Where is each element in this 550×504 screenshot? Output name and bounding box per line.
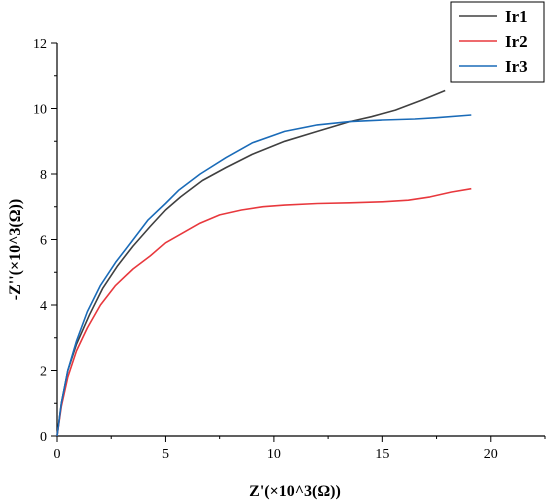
legend: Ir1 Ir2 Ir3 bbox=[450, 1, 545, 83]
y-tick-label: 6 bbox=[40, 234, 47, 249]
x-tick-label: 5 bbox=[162, 447, 169, 462]
y-tick-label: 8 bbox=[40, 168, 47, 183]
series-line-ir2 bbox=[56, 187, 472, 437]
legend-label: Ir1 bbox=[505, 7, 528, 26]
legend-box bbox=[450, 1, 545, 83]
x-tick-label: 10 bbox=[267, 447, 281, 462]
x-axis-label: Z'(×10^3(Ω)) bbox=[249, 483, 341, 500]
x-tick-label: 20 bbox=[484, 447, 498, 462]
legend-label: Ir2 bbox=[505, 32, 528, 51]
y-tick-label: 0 bbox=[40, 430, 47, 445]
y-axis-label: -Z''(×10^3(Ω)) bbox=[7, 199, 24, 300]
y-tick-label: 4 bbox=[40, 299, 47, 314]
axes bbox=[56, 43, 545, 437]
y-tick-label: 10 bbox=[33, 103, 47, 118]
y-tick-label: 12 bbox=[33, 37, 47, 52]
x-tick-label: 15 bbox=[375, 447, 389, 462]
legend-label: Ir3 bbox=[505, 57, 528, 76]
x-tick-label: 0 bbox=[54, 447, 61, 462]
ticks: 0 5 10 15 20 0 2 4 6 8 10 12 bbox=[33, 37, 546, 462]
series-line-ir1 bbox=[56, 89, 446, 437]
y-tick-label: 2 bbox=[40, 365, 47, 380]
series-line-ir3 bbox=[56, 114, 472, 437]
series-group bbox=[56, 89, 472, 437]
